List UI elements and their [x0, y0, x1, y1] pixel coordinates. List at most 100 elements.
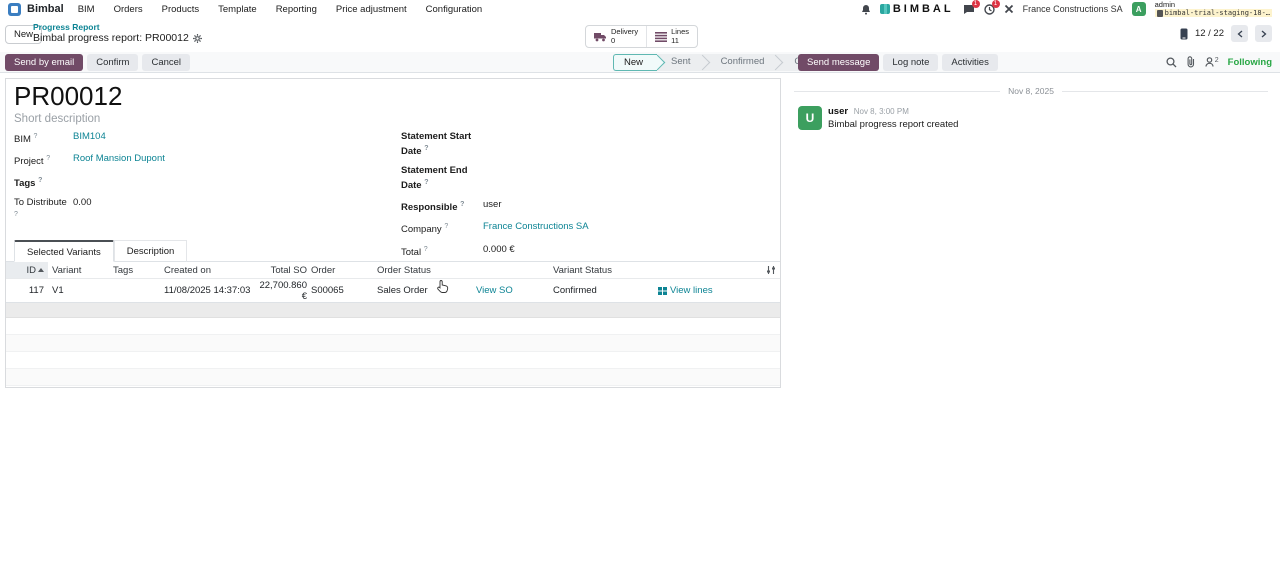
field-company: Company ? France Constructions SA	[401, 221, 771, 236]
date-divider-label: Nov 8, 2025	[1008, 86, 1054, 96]
cancel-button[interactable]: Cancel	[142, 53, 191, 71]
bell-icon[interactable]	[861, 4, 871, 15]
menu-item-products[interactable]: Products	[161, 3, 200, 15]
cell-order-status: Sales Order	[377, 285, 428, 296]
help-icon: ?	[38, 177, 43, 185]
field-to-distribute-label: To Distribute	[14, 197, 67, 209]
column-header-order-status[interactable]: Order Status	[377, 264, 431, 276]
gear-icon[interactable]	[192, 33, 202, 43]
column-header-id[interactable]: ID	[6, 262, 48, 278]
chatter-panel: Nov 8, 2025 U user Nov 8, 3:00 PM Bimbal…	[790, 78, 1272, 130]
breadcrumb-parent[interactable]: Progress Report	[33, 22, 100, 32]
form-sheet: PR00012 Short description BIM ? BIM104 P…	[5, 78, 781, 388]
stage-confirmed[interactable]: Confirmed	[707, 54, 781, 71]
field-project-value[interactable]: Roof Mansion Dupont	[73, 153, 165, 165]
main-menu: BIM Orders Products Template Reporting P…	[78, 4, 482, 15]
help-icon: ?	[14, 211, 18, 219]
help-icon: ?	[424, 145, 429, 152]
view-lines-button[interactable]: View lines	[670, 285, 713, 296]
menu-item-reporting[interactable]: Reporting	[275, 3, 317, 15]
table-header-row: ID Variant Tags Created on Total SO Orde…	[6, 262, 780, 279]
empty-row	[6, 335, 780, 352]
send-by-email-button[interactable]: Send by email	[5, 53, 84, 71]
date-divider: Nov 8, 2025	[794, 86, 1268, 96]
user-avatar[interactable]: A	[1131, 2, 1146, 16]
brand-name[interactable]: Bimbal	[27, 3, 64, 15]
send-message-button[interactable]: Send message	[798, 53, 880, 71]
lines-smart-button[interactable]: Lines 11	[646, 26, 697, 47]
pager-next-button[interactable]	[1255, 25, 1272, 42]
help-icon: ?	[33, 133, 38, 140]
field-total-value[interactable]: 0.000 €	[483, 243, 515, 255]
activities-clock-icon[interactable]: 1	[983, 0, 1000, 15]
field-tags: Tags ?	[14, 175, 384, 190]
attachments-icon[interactable]	[1186, 56, 1196, 68]
mobile-icon[interactable]	[1180, 28, 1188, 40]
column-header-total-so[interactable]: Total SO	[270, 264, 307, 276]
message-timestamp: Nov 8, 3:00 PM	[853, 107, 909, 116]
menu-item-orders[interactable]: Orders	[113, 3, 143, 15]
x-tools-icon[interactable]	[1004, 4, 1014, 14]
field-to-distribute-value[interactable]: 0.00	[73, 197, 92, 209]
breadcrumb-current: Bimbal progress report: PR00012	[33, 32, 189, 44]
delivery-smart-button[interactable]: Delivery 0	[586, 26, 646, 47]
log-note-button[interactable]: Log note	[883, 53, 939, 71]
messages-badge: 1	[971, 0, 980, 8]
stage-sent[interactable]: Sent	[657, 54, 707, 71]
field-company-value[interactable]: France Constructions SA	[483, 221, 589, 233]
field-statement-start-date-label: Statement Start Date	[401, 131, 472, 158]
app-logo-icon[interactable]	[8, 2, 21, 16]
empty-row	[6, 369, 780, 386]
column-header-order[interactable]: Order	[311, 264, 336, 276]
bimbal-wordmark: BIMBAL	[879, 3, 954, 15]
field-company-label: Company	[401, 224, 442, 236]
database-icon	[1156, 9, 1163, 17]
cell-id: 117	[28, 285, 44, 296]
column-header-created-on[interactable]: Created on	[164, 264, 212, 276]
tab-description[interactable]: Description	[113, 240, 188, 262]
sort-asc-icon	[38, 268, 44, 272]
column-header-variant[interactable]: Variant	[52, 264, 82, 276]
confirm-button[interactable]: Confirm	[87, 53, 139, 71]
short-description-input[interactable]: Short description	[14, 113, 101, 125]
menu-item-configuration[interactable]: Configuration	[425, 3, 483, 15]
column-header-tags[interactable]: Tags	[113, 264, 134, 276]
messages-icon[interactable]: 1	[963, 0, 980, 15]
optional-columns-icon[interactable]	[762, 265, 780, 275]
message-body: Bimbal progress report created	[828, 119, 959, 130]
help-icon: ?	[460, 201, 465, 209]
field-responsible-value[interactable]: user	[483, 199, 502, 211]
stage-new[interactable]: New	[613, 53, 658, 71]
empty-row-band	[6, 303, 780, 318]
message-avatar[interactable]: U	[798, 106, 822, 130]
active-company[interactable]: France Constructions SA	[1022, 4, 1123, 14]
help-icon: ?	[423, 245, 428, 253]
new-button[interactable]: New	[5, 25, 43, 44]
notebook-tabs: Selected Variants Description	[6, 240, 780, 262]
followers-count: 2	[1214, 57, 1219, 64]
field-bim-value[interactable]: BIM104	[73, 131, 106, 142]
field-project: Project ? Roof Mansion Dupont	[14, 153, 384, 168]
smart-buttons: Delivery 0 Lines 11	[585, 25, 699, 48]
session-info[interactable]: admin bimbal-trial-staging-18-…	[1154, 1, 1272, 17]
menu-item-template[interactable]: Template	[218, 3, 257, 15]
menu-item-bim[interactable]: BIM	[77, 3, 95, 15]
control-panel: New Progress Report Bimbal progress repo…	[0, 18, 1280, 52]
menu-item-price-adjustment[interactable]: Price adjustment	[335, 3, 407, 15]
message-author[interactable]: user	[828, 106, 849, 117]
field-total-label: Total	[401, 246, 422, 258]
column-header-variant-status[interactable]: Variant Status	[553, 264, 612, 276]
table-row[interactable]: 117 V1 11/08/2025 14:37:03 22,700.860 € …	[6, 279, 780, 303]
field-bim-label: BIM	[14, 134, 31, 146]
search-messages-icon[interactable]	[1166, 56, 1177, 68]
view-so-button[interactable]: View SO	[476, 285, 513, 296]
pager-previous-button[interactable]	[1231, 25, 1248, 42]
tab-selected-variants[interactable]: Selected Variants	[14, 240, 114, 262]
activities-button[interactable]: Activities	[942, 53, 998, 71]
following-button[interactable]: Following	[1227, 56, 1272, 68]
followers-icon[interactable]: 2	[1205, 57, 1219, 67]
help-icon: ?	[444, 223, 449, 231]
field-responsible: Responsible ? user	[401, 199, 771, 214]
record-title[interactable]: PR00012	[14, 81, 123, 111]
field-tags-label: Tags	[14, 178, 36, 190]
